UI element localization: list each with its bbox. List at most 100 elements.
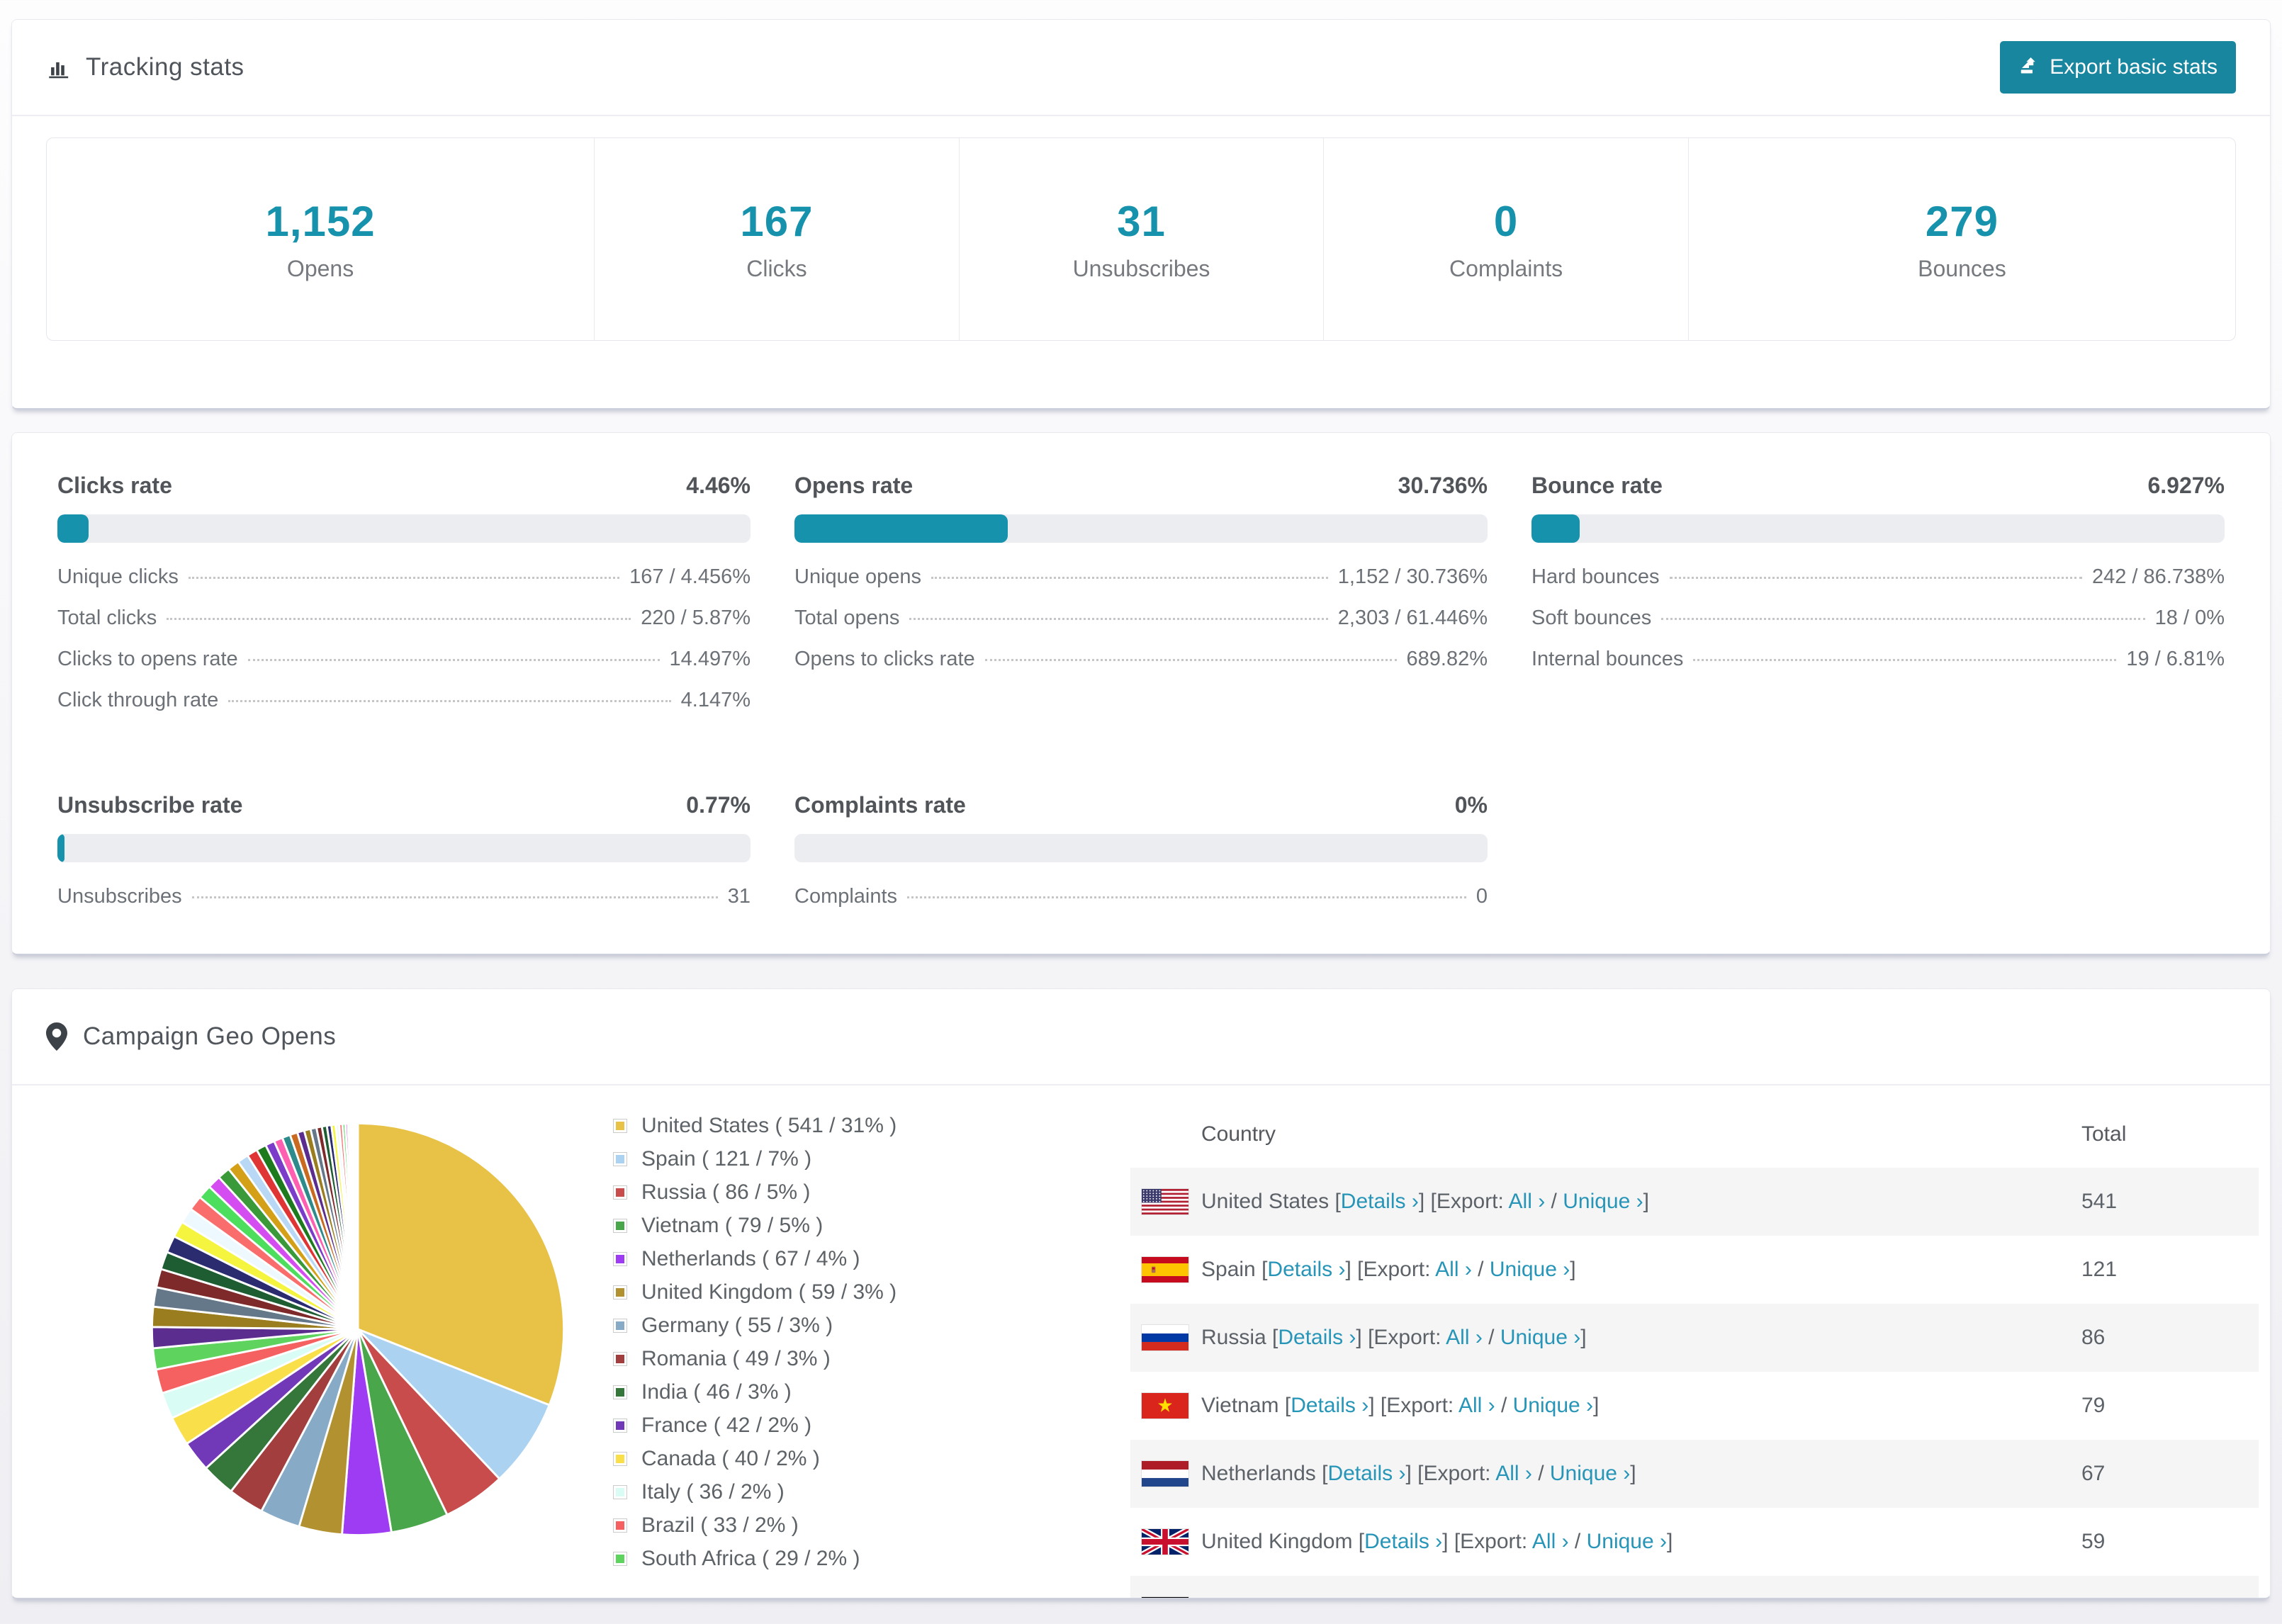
- details-link[interactable]: Details ›: [1300, 1598, 1378, 1599]
- legend-item-spain: Spain ( 121 / 7% ): [613, 1147, 1130, 1171]
- tracking-stats-header: Tracking stats Export basic stats: [12, 20, 2270, 116]
- legend-color: [616, 1288, 624, 1297]
- export-basic-stats-button[interactable]: Export basic stats: [2000, 41, 2236, 94]
- export-all-link[interactable]: All ›: [1495, 1462, 1532, 1485]
- rate-row-value: 2,303 / 61.446%: [1337, 607, 1488, 629]
- geo-table-row-es: Spain [Details ›] [Export: All › / Uniqu…: [1130, 1236, 2259, 1304]
- de-flag-icon: [1141, 1596, 1189, 1598]
- bracket-text: ] [Export:: [1368, 1394, 1458, 1417]
- dotted-leader: [984, 659, 1397, 661]
- rate-row-click-through-rate: Click through rate 4.147%: [57, 689, 751, 730]
- details-link[interactable]: Details ›: [1340, 1190, 1419, 1213]
- stat-box-bounces: 279 Bounces: [1687, 138, 2235, 340]
- export-all-link[interactable]: All ›: [1458, 1394, 1495, 1417]
- rate-row-label: Opens to clicks rate: [794, 648, 975, 670]
- flag-cell: [1130, 1576, 1201, 1598]
- geo-th-country: Country: [1201, 1122, 1276, 1146]
- legend-color: [616, 1421, 624, 1430]
- rate-row-internal-bounces: Internal bounces 19 / 6.81%: [1531, 648, 2225, 689]
- details-link[interactable]: Details ›: [1364, 1530, 1443, 1553]
- geo-total-cell: 79: [2081, 1394, 2106, 1417]
- geo-header: Campaign Geo Opens: [12, 989, 2270, 1086]
- gb-flag-icon: [1141, 1528, 1189, 1555]
- legend-label: United States ( 541 / 31% ): [641, 1114, 897, 1137]
- pie-slice-spain[interactable]: [356, 1328, 551, 1480]
- export-unique-link[interactable]: Unique ›: [1512, 1394, 1594, 1417]
- details-link[interactable]: Details ›: [1267, 1258, 1346, 1281]
- geo-title-wrap: Campaign Geo Opens: [46, 1022, 336, 1051]
- geo-th-total: Total: [2081, 1122, 2127, 1146]
- map-pin-icon: [46, 1022, 67, 1051]
- flag-cell: [1130, 1440, 1201, 1508]
- dotted-leader: [167, 618, 631, 620]
- us-flag-icon: [1141, 1188, 1189, 1215]
- rate-block-complaints-rate: Complaints rate 0% Complaints 0: [794, 792, 1488, 926]
- geo-country-text: United Kingdom [Details ›] [Export: All …: [1201, 1530, 1673, 1553]
- rate-title: Bounce rate: [1531, 473, 1663, 498]
- slash-separator: /: [1531, 1462, 1550, 1485]
- legend-swatch: [613, 1252, 627, 1266]
- legend-label: Netherlands ( 67 / 4% ): [641, 1247, 860, 1270]
- legend-swatch: [613, 1452, 627, 1466]
- geo-total-cell: 121: [2081, 1258, 2118, 1281]
- export-all-link[interactable]: All ›: [1531, 1530, 1569, 1553]
- rate-row-opens-to-clicks-rate: Opens to clicks rate 689.82%: [794, 648, 1488, 689]
- export-all-link[interactable]: All ›: [1435, 1258, 1472, 1281]
- export-all-link[interactable]: All ›: [1508, 1190, 1546, 1213]
- rate-row-label: Unsubscribes: [57, 885, 182, 908]
- geo-table-row-ru: Russia [Details ›] [Export: All › / Uniq…: [1130, 1304, 2259, 1372]
- pie-slice-united-states[interactable]: [356, 1122, 566, 1406]
- geo-table-header-row: Country Total: [1130, 1098, 2259, 1168]
- geo-country-cell: United Kingdom [Details ›] [Export: All …: [1201, 1508, 2081, 1576]
- legend-swatch: [613, 1285, 627, 1299]
- slash-separator: /: [1505, 1598, 1522, 1599]
- bracket-text: ] [Export:: [1405, 1462, 1496, 1485]
- country-name: United States [: [1201, 1190, 1341, 1213]
- geo-th-flag-spacer: [1130, 1098, 1201, 1168]
- export-unique-link[interactable]: Unique ›: [1523, 1598, 1603, 1599]
- rate-row-soft-bounces: Soft bounces 18 / 0%: [1531, 607, 2225, 648]
- stat-value: 279: [1925, 197, 1999, 245]
- details-link[interactable]: Details ›: [1327, 1462, 1406, 1485]
- stat-value: 0: [1493, 197, 1519, 245]
- rate-title: Unsubscribe rate: [57, 792, 243, 818]
- tracking-stats-card: Tracking stats Export basic stats 1,152 O…: [11, 19, 2271, 410]
- legend-color: [616, 1188, 624, 1197]
- bracket-text: ]: [1603, 1598, 1609, 1599]
- rate-header: Complaints rate 0%: [794, 792, 1488, 818]
- stat-label: Unsubscribes: [1072, 255, 1210, 281]
- legend-swatch: [613, 1352, 627, 1366]
- geo-table-row-vn: Vietnam [Details ›] [Export: All › / Uni…: [1130, 1372, 2259, 1440]
- legend-swatch: [613, 1518, 627, 1533]
- export-all-link[interactable]: All ›: [1468, 1598, 1505, 1599]
- export-unique-link[interactable]: Unique ›: [1563, 1190, 1643, 1213]
- flag-cell: [1130, 1508, 1201, 1576]
- stat-box-clicks: 167 Clicks: [594, 138, 959, 340]
- dotted-leader: [1661, 618, 2145, 620]
- legend-label: Canada ( 40 / 2% ): [641, 1447, 820, 1470]
- details-link[interactable]: Details ›: [1278, 1326, 1356, 1349]
- legend-swatch: [613, 1485, 627, 1499]
- stat-label: Complaints: [1449, 255, 1563, 281]
- stat-label: Bounces: [1918, 255, 2006, 281]
- rate-row-value: 242 / 86.738%: [2091, 565, 2225, 588]
- country-name: Spain [: [1201, 1258, 1268, 1281]
- geo-country-text: Vietnam [Details ›] [Export: All › / Uni…: [1201, 1394, 1599, 1417]
- geo-total-cell: [2081, 1576, 2259, 1598]
- export-all-link[interactable]: All ›: [1446, 1326, 1483, 1349]
- geo-country-text: Germany [Details ›] [Export: All › / Uni…: [1201, 1598, 1609, 1599]
- tracking-stats-title: Tracking stats: [46, 53, 244, 81]
- es-flag-icon: [1141, 1256, 1189, 1283]
- rate-row-hard-bounces: Hard bounces 242 / 86.738%: [1531, 565, 2225, 607]
- rate-header: Unsubscribe rate 0.77%: [57, 792, 751, 818]
- bracket-text: ]: [1580, 1326, 1587, 1349]
- details-link[interactable]: Details ›: [1291, 1394, 1369, 1417]
- rate-row-label: Complaints: [794, 885, 898, 908]
- rate-value: 0%: [1454, 792, 1488, 818]
- rate-row-value: 220 / 5.87%: [641, 607, 751, 629]
- export-unique-link[interactable]: Unique ›: [1549, 1462, 1631, 1485]
- export-unique-link[interactable]: Unique ›: [1500, 1326, 1581, 1349]
- export-unique-link[interactable]: Unique ›: [1586, 1530, 1667, 1553]
- stat-box-opens: 1,152 Opens: [47, 138, 594, 340]
- export-unique-link[interactable]: Unique ›: [1489, 1258, 1570, 1281]
